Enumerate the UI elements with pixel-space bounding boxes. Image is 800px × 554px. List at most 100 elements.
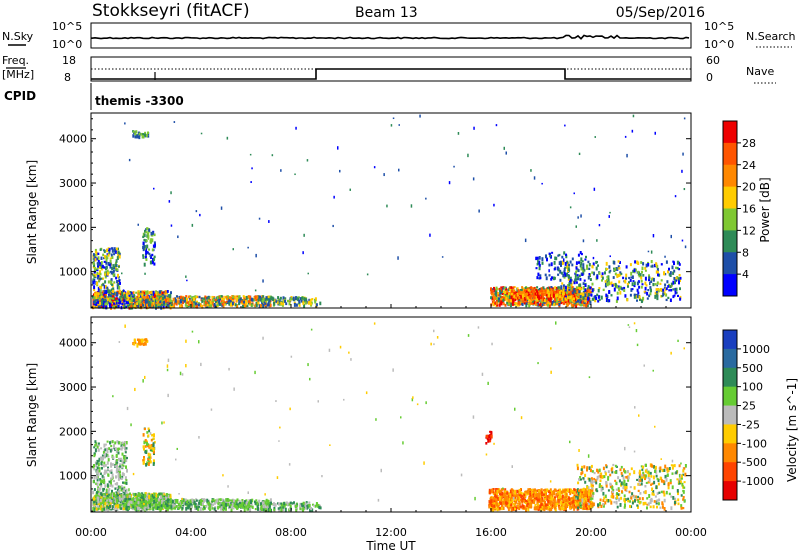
echo-cell [106,440,109,443]
echo-cell [582,282,585,285]
echo-cell [503,286,506,290]
echo-cell [173,505,176,510]
echo-cell [218,501,221,505]
echo-cell [580,299,583,302]
echo-cell [563,258,565,262]
echo-cell [655,263,658,267]
echo-cell [242,304,244,309]
echo-cell [177,505,180,509]
echo-cell [193,300,196,304]
echo-cell [151,494,154,498]
echo-cell [92,480,95,483]
echo-cell [149,239,152,244]
echo-cell [587,275,590,280]
echo-cell [429,233,431,237]
echo-cell [619,285,622,290]
echo-cell [99,248,102,251]
echo-cell [188,298,191,301]
echo-cell [204,304,207,307]
echo-cell [287,299,289,303]
echo-cell [508,298,511,303]
echo-cell [546,297,548,300]
echo-cell [231,502,234,507]
echo-cell [194,502,197,506]
echo-cell [150,231,153,236]
echo-cell [566,262,569,266]
echo-cell [266,303,269,307]
echo-cell [674,280,676,285]
echo-cell [220,506,223,509]
echo-cell [144,229,146,233]
echo-cell [565,253,567,256]
echo-cell [108,498,111,502]
echo-cell [528,299,531,302]
echo-cell [646,292,649,296]
echo-cell [195,295,198,299]
echo-cell [130,299,133,302]
echo-cell [149,499,152,504]
echo-cell [149,254,152,258]
echo-cell [93,274,96,279]
echo-cell [473,126,475,130]
echo-cell [116,467,119,471]
echo-cell [119,447,122,451]
echo-cell [398,168,400,172]
echo-cell [577,269,580,273]
echo-cell [100,492,103,496]
echo-cell [566,287,569,291]
echo-cell [618,287,621,291]
echo-cell [162,296,165,301]
echo-cell [231,505,234,509]
echo-cell [591,264,594,269]
echo-cell [656,271,659,274]
echo-cell [562,292,565,296]
echo-cell [425,197,427,200]
echo-cell [307,301,310,305]
echo-cell [107,280,110,284]
echo-cell [150,295,153,298]
echo-cell [147,232,150,236]
echo-cell [134,297,137,301]
echo-cell [641,266,644,271]
echo-cell [674,287,677,292]
echo-cell [259,304,262,308]
echo-cell [655,270,658,274]
echo-cell [170,502,173,505]
echo-cell [240,502,243,506]
echo-cell [122,442,125,447]
echo-cell [510,292,513,296]
echo-cell [177,502,180,507]
echo-cell [605,282,607,286]
echo-cell [656,284,658,287]
echo-cell [239,500,242,503]
echo-cell [95,507,98,511]
echo-cell [186,304,189,309]
echo-cell [158,502,161,506]
echo-cell [290,296,293,299]
echo-cell [158,500,161,504]
echo-cell [607,278,610,282]
echo-cell [146,431,149,434]
echo-cell [673,261,675,266]
echo-cell [541,295,544,299]
echo-cell [230,507,233,512]
echo-cell [127,296,129,301]
echo-cell [678,280,680,285]
echo-cell [550,289,553,293]
echo-cell [589,278,592,281]
echo-cell [98,266,101,269]
echo-cell [558,253,561,257]
echo-cell [602,288,605,292]
echo-cell [586,289,589,292]
echo-cell [502,298,505,302]
echo-cell [121,497,124,501]
echo-cell [569,282,572,285]
echo-cell [152,443,155,448]
echo-cell [559,260,562,265]
echo-cell [545,276,548,281]
echo-cell [493,286,495,290]
echo-cell [532,292,535,297]
echo-cell [97,252,100,256]
echo-cell [176,300,179,304]
echo-cell [648,274,650,278]
